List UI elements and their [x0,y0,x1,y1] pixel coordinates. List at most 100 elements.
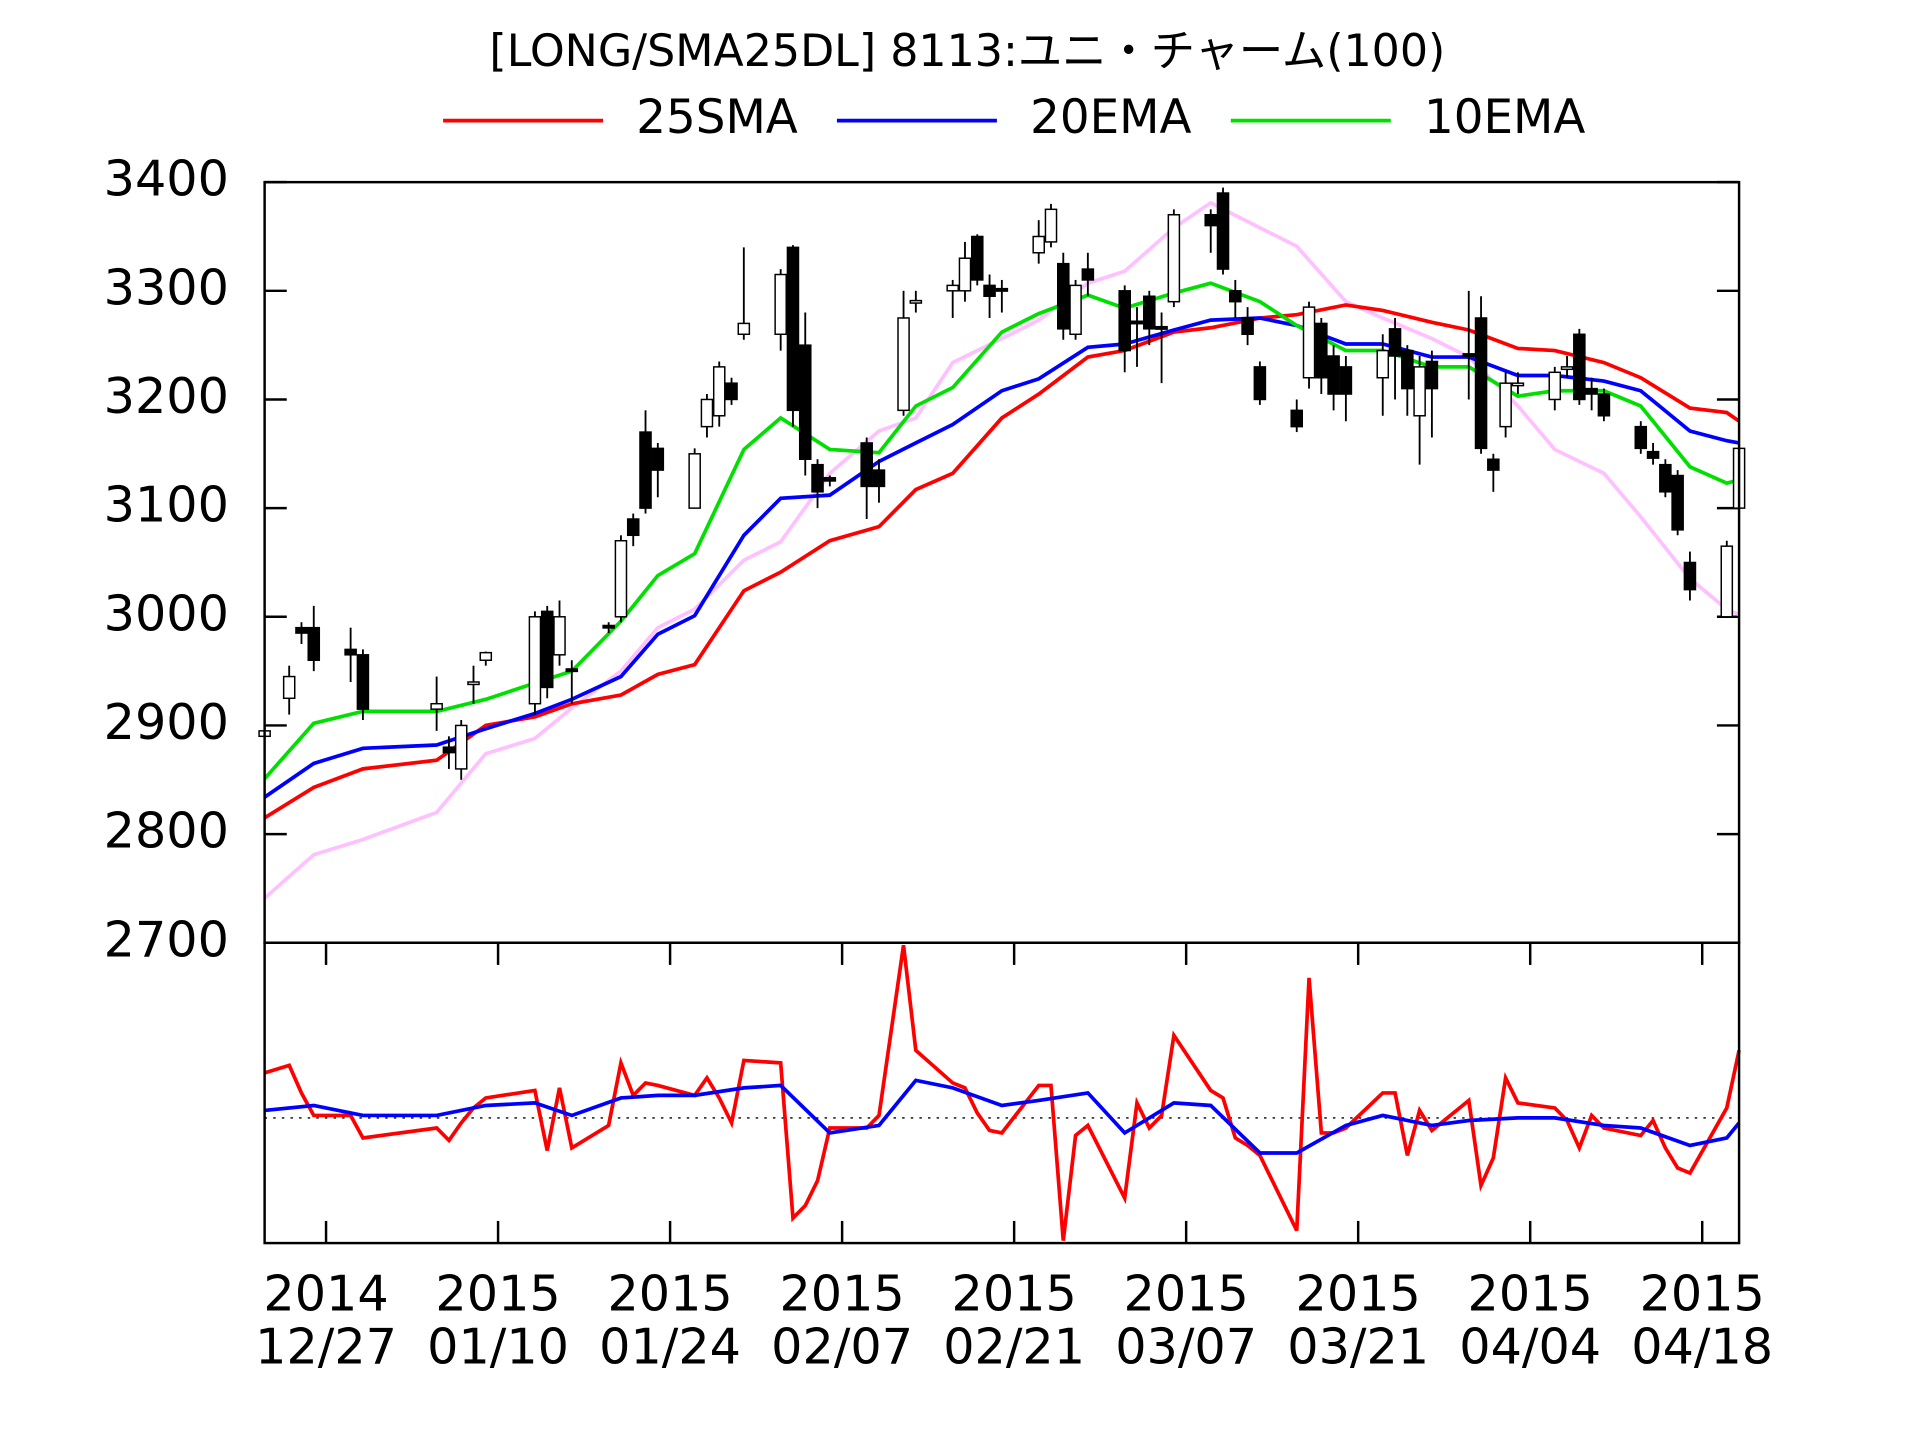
candle-body [1302,306,1316,379]
y-tick-label: 3000 [104,584,229,642]
candle-body [1044,208,1058,243]
candle-body [1167,214,1181,303]
candle-body [1671,474,1684,531]
candle-body [295,626,308,634]
candle-body [1548,371,1562,401]
candle-body [639,431,652,509]
series-line [263,200,1740,900]
series-line [264,1078,1741,1155]
x-tick-label: 02/21 [943,1318,1085,1376]
x-tick-label: 04/18 [1631,1318,1773,1376]
candle-body [1585,387,1598,395]
x-tick-label: 2015 [1124,1265,1249,1323]
candle-body [1376,349,1390,379]
candle-body [1143,295,1156,330]
candle-body [1253,366,1267,401]
candle-body [1683,561,1697,591]
candle-body [1487,458,1500,471]
candle-body [1204,214,1218,227]
candle-body [626,518,640,537]
candle-body [909,299,923,304]
candle-body [1118,290,1131,352]
legend-label: 25SMA [636,91,797,145]
candle-body [1032,235,1045,254]
candle-body [872,469,886,488]
candle-body [528,616,542,705]
x-tick-label: 2015 [1468,1265,1593,1323]
series-line [263,316,1740,799]
x-tick-label: 04/04 [1459,1318,1601,1376]
candle-body [712,366,726,417]
x-tick-label: 2015 [952,1265,1077,1323]
candle-body [1462,353,1476,358]
x-tick-label: 2014 [263,1265,388,1323]
candle-body [798,344,812,460]
x-tick-label: 2015 [435,1265,560,1323]
candle-body [553,616,566,656]
candle-body [1229,290,1242,303]
candle-body [1327,355,1340,395]
candle-body [1339,366,1353,395]
candle-body [860,442,873,488]
x-tick-label: 01/24 [599,1318,741,1376]
candle-body [1597,393,1611,417]
x-tick-label: 2015 [779,1265,904,1323]
candle-body [811,463,824,493]
candle-body [1057,262,1070,330]
y-tick-label: 3400 [104,150,229,208]
candle-body [602,624,615,629]
candle-body [1401,349,1414,390]
candle-body [1290,409,1304,428]
candle-body [442,746,456,754]
candle-body [958,257,972,292]
series-line [264,944,1741,1241]
series-line [263,303,1741,820]
candle-body [1155,325,1168,330]
x-tick-label: 2015 [607,1265,732,1323]
candle-body [897,317,910,412]
candle-body [540,610,554,689]
candle-body [725,382,738,401]
candle-body [688,453,701,509]
y-tick-label: 3100 [104,476,229,534]
x-tick-label: 02/07 [771,1318,913,1376]
candle-body [1081,268,1095,281]
legend-label: 10EMA [1424,91,1585,145]
candle-body [1474,317,1488,450]
candle-body [282,675,296,700]
candle-body [1315,322,1328,379]
candle-body [307,626,321,661]
candle-body [479,651,493,661]
candle-body [1573,333,1586,401]
candle-body [430,702,443,710]
x-tick-label: 01/10 [427,1318,569,1376]
candle-body [970,235,984,281]
candle-body [614,539,628,618]
candle-body [1130,320,1144,325]
candle-body [1069,284,1082,336]
chart-title: [LONG/SMA25DL] 8113:ユニ・チャーム(100) [489,26,1445,77]
candle-body [356,654,370,710]
candle-body [1659,463,1672,493]
candle-body [651,447,665,471]
candle-body [786,246,800,412]
y-tick-label: 3200 [104,367,229,425]
x-tick-label: 12/27 [255,1318,397,1376]
candle-body [1646,450,1660,459]
legend-label: 20EMA [1030,91,1191,145]
candle-body [1560,366,1574,371]
candle-body [1511,382,1525,387]
candle-body [565,668,579,673]
y-tick-label: 2700 [104,910,229,968]
candle-body [946,284,959,292]
candle-body [995,287,1009,292]
candle-body [774,273,787,336]
x-tick-label: 03/07 [1115,1318,1257,1376]
candle-body [983,284,996,297]
y-tick-label: 2900 [104,693,229,751]
x-tick-label: 2015 [1296,1265,1421,1323]
plot-frame [263,941,1741,1245]
